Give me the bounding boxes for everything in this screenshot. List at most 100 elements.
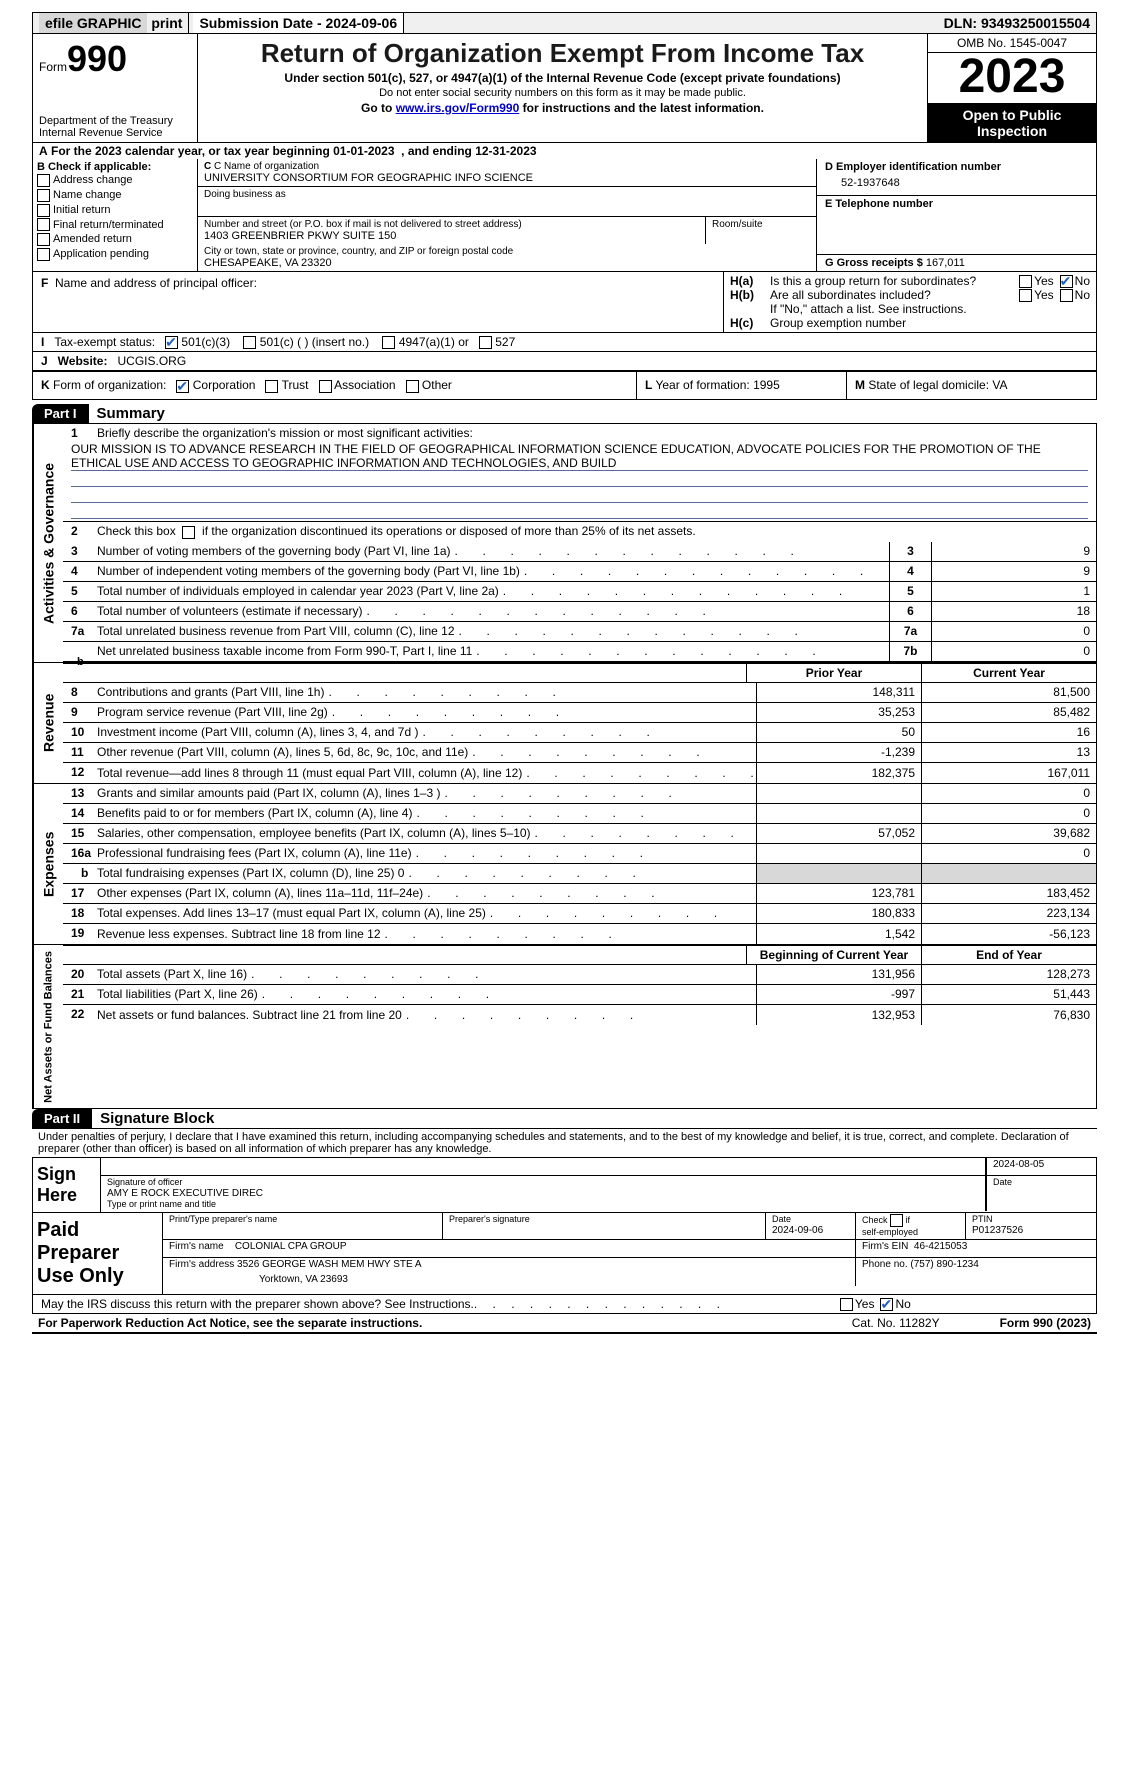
checkbox-final-return[interactable]	[37, 218, 50, 231]
line-18: 18Total expenses. Add lines 13–17 (must …	[63, 904, 1096, 924]
line-15: 15Salaries, other compensation, employee…	[63, 824, 1096, 844]
preparer-phone: (757) 890-1234	[910, 1259, 978, 1270]
ptin: P01237526	[972, 1225, 1023, 1236]
topbar: efile GRAPHIC print Submission Date - 20…	[32, 12, 1097, 33]
tab-expenses: Expenses	[33, 784, 63, 944]
checkbox-corporation[interactable]	[176, 380, 189, 393]
checkbox-irs-yes[interactable]	[840, 1298, 853, 1311]
checkbox-discontinued[interactable]	[182, 526, 195, 539]
checkbox-trust[interactable]	[265, 380, 278, 393]
checkbox-application-pending[interactable]	[37, 248, 50, 261]
checkbox-ha-no[interactable]	[1060, 275, 1073, 288]
checkbox-527[interactable]	[479, 336, 492, 349]
section-b-c-d: B Check if applicable: Address change Na…	[32, 159, 1097, 272]
checkbox-501c3[interactable]	[165, 336, 178, 349]
submission-date: Submission Date - 2024-09-06	[193, 13, 404, 33]
part-i-revenue: Revenue b Prior Year Current Year 8Contr…	[32, 663, 1097, 784]
dept-treasury: Department of the TreasuryInternal Reven…	[39, 115, 191, 139]
line-b: bTotal fundraising expenses (Part IX, co…	[63, 864, 1096, 884]
website: UCGIS.ORG	[117, 354, 186, 368]
sign-here: Sign Here 2024-08-05 Signature of office…	[32, 1158, 1097, 1213]
line-8: 8Contributions and grants (Part VIII, li…	[63, 683, 1096, 703]
firm-addr-2: Yorktown, VA 23693	[169, 1270, 849, 1285]
city-label: City or town, state or province, country…	[204, 246, 810, 257]
line-9: 9Program service revenue (Part VIII, lin…	[63, 703, 1096, 723]
boxes-d-e-g: D Employer identification number 52-1937…	[816, 159, 1096, 271]
section-j: J Website: UCGIS.ORG	[32, 352, 1097, 371]
line-22: 22Net assets or fund balances. Subtract …	[63, 1005, 1096, 1025]
prior-year-header: Prior Year	[746, 664, 921, 682]
line-21: 21Total liabilities (Part X, line 26). .…	[63, 985, 1096, 1005]
preparer-date: 2024-09-06	[772, 1225, 823, 1236]
org-name-label: C C Name of organization	[204, 161, 810, 172]
checkbox-hb-yes[interactable]	[1019, 289, 1032, 302]
page-footer: For Paperwork Reduction Act Notice, see …	[32, 1314, 1097, 1334]
form-subtitle-1: Under section 501(c), 527, or 4947(a)(1)…	[206, 71, 919, 85]
gross-receipts-label: G Gross receipts $	[825, 257, 923, 269]
form-header: Form990 Department of the TreasuryIntern…	[32, 33, 1097, 144]
line-11: 11Other revenue (Part VIII, column (A), …	[63, 743, 1096, 763]
checkbox-initial-return[interactable]	[37, 204, 50, 217]
firm-addr-1: 3526 GEORGE WASH MEM HWY STE A	[237, 1259, 422, 1270]
ein-label: D Employer identification number	[825, 161, 1088, 173]
box-k: K Form of organization: Corporation Trus…	[33, 372, 636, 398]
line-16a: 16aProfessional fundraising fees (Part I…	[63, 844, 1096, 864]
box-f: F Name and address of principal officer:	[33, 272, 724, 332]
may-irs-discuss: May the IRS discuss this return with the…	[32, 1295, 1097, 1314]
current-year-header: Current Year	[921, 664, 1096, 682]
checkbox-irs-no[interactable]	[880, 1298, 893, 1311]
beginning-year-header: Beginning of Current Year	[746, 946, 921, 964]
form-subtitle-2: Do not enter social security numbers on …	[206, 87, 919, 99]
section-f-h: F Name and address of principal officer:…	[32, 272, 1097, 333]
checkbox-4947[interactable]	[382, 336, 395, 349]
line-7b: Net unrelated business taxable income fr…	[63, 642, 1096, 662]
officer-sig-date: 2024-08-05	[993, 1159, 1044, 1170]
checkbox-ha-yes[interactable]	[1019, 275, 1032, 288]
part-ii-header: Part II Signature Block	[32, 1109, 1097, 1128]
signature-intro: Under penalties of perjury, I declare th…	[32, 1128, 1097, 1158]
pra-notice: For Paperwork Reduction Act Notice, see …	[38, 1316, 422, 1330]
end-year-header: End of Year	[921, 946, 1096, 964]
line-4: 4Number of independent voting members of…	[63, 562, 1096, 582]
checkbox-address-change[interactable]	[37, 174, 50, 187]
line-a: A For the 2023 calendar year, or tax yea…	[32, 142, 1097, 159]
box-c: C C Name of organization UNIVERSITY CONS…	[198, 159, 816, 271]
checkbox-hb-no[interactable]	[1060, 289, 1073, 302]
form-number: Form990	[39, 38, 191, 80]
efile-graphic-button[interactable]: efile GRAPHIC print	[33, 13, 189, 33]
ein-value: 52-1937648	[825, 173, 1088, 193]
street-address: 1403 GREENBRIER PKWY SUITE 150	[204, 230, 699, 242]
catalog-number: Cat. No. 11282Y	[852, 1316, 940, 1330]
line-19: 19Revenue less expenses. Subtract line 1…	[63, 924, 1096, 944]
phone-label: E Telephone number	[825, 198, 1088, 210]
form-title: Return of Organization Exempt From Incom…	[206, 38, 919, 69]
line-17: 17Other expenses (Part IX, column (A), l…	[63, 884, 1096, 904]
checkbox-other-org[interactable]	[406, 380, 419, 393]
checkbox-association[interactable]	[319, 380, 332, 393]
part-i-expenses: Expenses 13Grants and similar amounts pa…	[32, 784, 1097, 945]
checkbox-name-change[interactable]	[37, 189, 50, 202]
section-k-l-m: K Form of organization: Corporation Trus…	[32, 371, 1097, 399]
phone-value	[825, 210, 1088, 218]
checkbox-501c[interactable]	[243, 336, 256, 349]
tab-revenue: Revenue	[33, 663, 63, 783]
box-b: B Check if applicable: Address change Na…	[33, 159, 198, 271]
line-1: 1Briefly describe the organization's mis…	[63, 424, 1096, 522]
street-label: Number and street (or P.O. box if mail i…	[204, 219, 699, 230]
part-i-header: Part I Summary	[32, 404, 1097, 423]
line-3: 3Number of voting members of the governi…	[63, 542, 1096, 562]
line-12: 12Total revenue—add lines 8 through 11 (…	[63, 763, 1096, 783]
irs-link[interactable]: www.irs.gov/Form990	[396, 101, 520, 115]
line-20: 20Total assets (Part X, line 16). . . . …	[63, 965, 1096, 985]
checkbox-amended-return[interactable]	[37, 233, 50, 246]
checkbox-self-employed[interactable]	[890, 1214, 903, 1227]
tax-year: 2023	[928, 53, 1096, 103]
box-m: M State of legal domicile: VA	[846, 372, 1096, 398]
room-suite-label: Room/suite	[706, 217, 816, 244]
line-6: 6Total number of volunteers (estimate if…	[63, 602, 1096, 622]
line-7a: 7aTotal unrelated business revenue from …	[63, 622, 1096, 642]
firm-name: COLONIAL CPA GROUP	[235, 1241, 347, 1252]
tab-activities-governance: Activities & Governance	[33, 424, 63, 662]
open-to-public: Open to Public Inspection	[928, 103, 1096, 143]
line-13: 13Grants and similar amounts paid (Part …	[63, 784, 1096, 804]
